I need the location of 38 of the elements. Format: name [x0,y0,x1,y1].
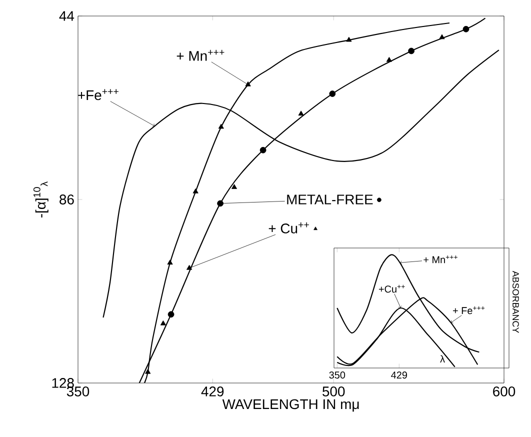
point [346,36,352,42]
point [386,56,392,62]
point [462,26,470,32]
y-axis-title: ABSORBANCY [512,270,519,333]
x-tick-label: 500 [322,386,345,396]
point [186,264,192,270]
series-label: +Cu$^{++}$ [378,284,405,293]
point [145,368,151,374]
y-axis-title: -[α]$^{10}$λ [33,181,48,218]
point [160,320,166,326]
point [168,311,174,318]
x-axis-title: WAVELENGTH IN mμ [222,399,359,412]
y-tick-label: 86 [60,194,74,204]
x-tick-label: 429 [391,372,407,379]
point [298,110,304,116]
point [408,48,414,54]
x-tick-label: 600 [493,386,516,396]
x-tick-label: 429 [201,386,224,396]
y-tick-label: 44 [59,11,74,21]
point [260,146,266,154]
legend-label: METAL-FREE [287,194,373,204]
text: + Mn$^{+++}$ [176,50,224,61]
y-tick-label: 128 [52,378,74,388]
series-label: + Fe$^{+++}$ [453,306,485,314]
text: +Fe$^{+++}$ [78,89,118,100]
x-tick-label: 350 [66,386,90,396]
legend-label: + Cu$^{++}$ [268,222,309,234]
point [439,34,445,40]
point [218,124,224,129]
point [231,184,238,189]
legend-label: + Mn$^{+++}$ [424,256,458,264]
x-axis-title: λ [440,355,445,362]
point [192,188,198,194]
x-tick-label: 350 [329,372,346,379]
point [217,200,224,207]
point [329,90,336,97]
point [245,81,251,86]
point [167,260,173,265]
